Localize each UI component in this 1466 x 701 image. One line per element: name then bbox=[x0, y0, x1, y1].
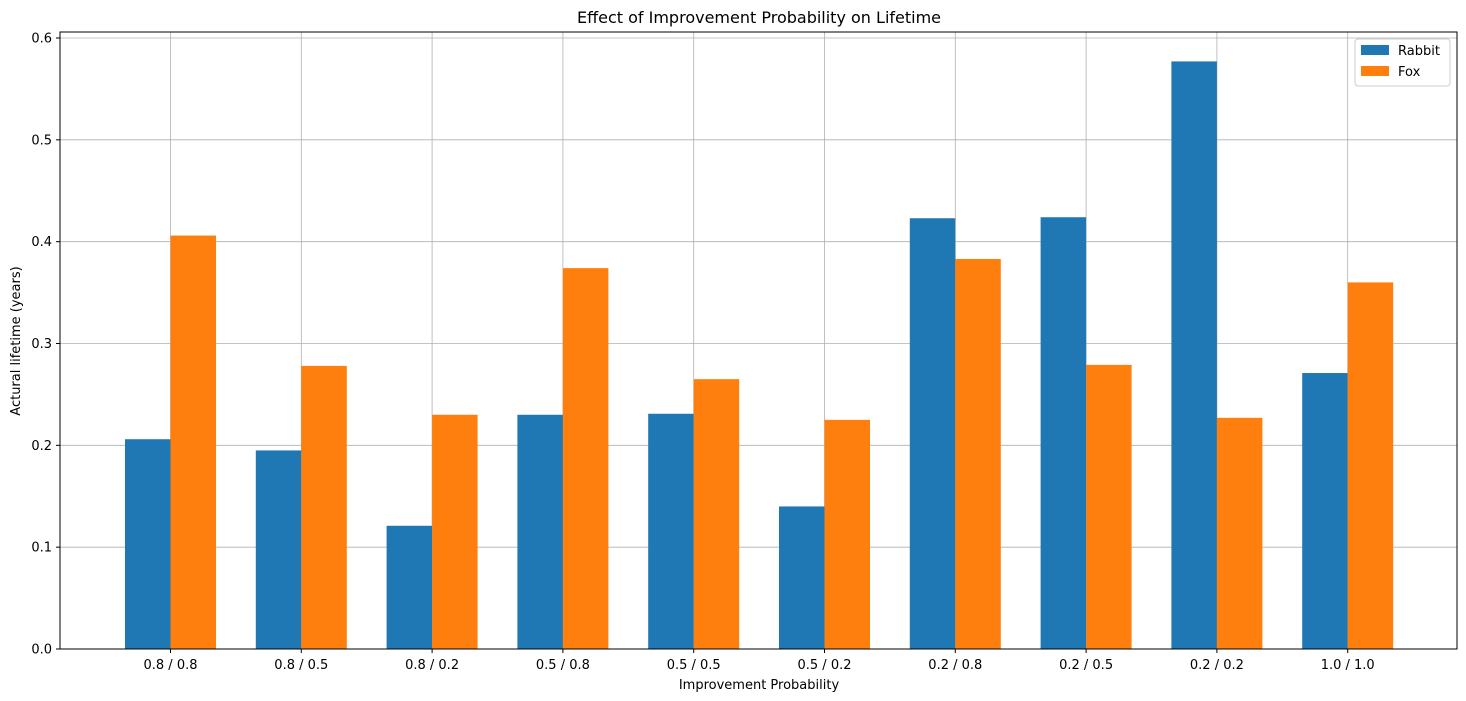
x-tick-label: 0.5 / 0.8 bbox=[536, 658, 590, 673]
bar-fox-2 bbox=[432, 414, 478, 649]
bar-rabbit-9 bbox=[1302, 373, 1348, 649]
bar-rabbit-6 bbox=[909, 218, 956, 649]
bar-fox-3 bbox=[562, 268, 609, 649]
x-tick-label: 0.5 / 0.2 bbox=[798, 658, 852, 673]
x-axis-title: Improvement Probability bbox=[679, 678, 840, 693]
bar-fox-1 bbox=[301, 365, 347, 649]
y-tick-label: 0.5 bbox=[31, 133, 52, 148]
bar-fox-9 bbox=[1347, 282, 1394, 649]
x-tick-label: 0.2 / 0.2 bbox=[1190, 658, 1244, 673]
x-tick-label: 0.2 / 0.5 bbox=[1059, 658, 1113, 673]
legend-label-fox: Fox bbox=[1398, 65, 1421, 80]
x-tick-label: 0.5 / 0.5 bbox=[667, 658, 721, 673]
y-tick-label: 0.6 bbox=[31, 32, 52, 47]
bar-rabbit-8 bbox=[1171, 61, 1217, 649]
x-tick-label: 0.8 / 0.8 bbox=[144, 658, 198, 673]
bar-fox-6 bbox=[955, 258, 1001, 649]
bar-rabbit-5 bbox=[779, 506, 825, 649]
legend-swatch-fox bbox=[1361, 66, 1389, 76]
y-tick-label: 0.3 bbox=[31, 337, 52, 352]
y-tick-label: 0.2 bbox=[31, 439, 52, 454]
x-tick-label: 1.0 / 1.0 bbox=[1321, 658, 1375, 673]
bar-rabbit-2 bbox=[386, 525, 433, 649]
x-axis-ticks: 0.8 / 0.8 0.8 / 0.5 0.8 / 0.2 0.5 / 0.8 0.5 … bbox=[144, 649, 1375, 673]
legend-swatch-rabbit bbox=[1361, 45, 1389, 55]
chart-title: Effect of Improvement Probability on Lif… bbox=[577, 8, 941, 27]
y-axis-ticks: 0.0 0.1 0.2 0.3 0.4 0.5 0.6 bbox=[31, 32, 60, 658]
bar-fox-5 bbox=[824, 419, 870, 649]
bar-fox-8 bbox=[1216, 417, 1263, 649]
bar-rabbit-4 bbox=[648, 413, 694, 649]
y-axis-title: Actural lifetime (years) bbox=[9, 266, 24, 415]
y-tick-label: 0.4 bbox=[31, 235, 52, 250]
x-tick-label: 0.8 / 0.2 bbox=[405, 658, 459, 673]
plot-area-frame bbox=[59, 31, 1458, 650]
bar-fox-7 bbox=[1086, 364, 1132, 649]
x-tick-label: 0.2 / 0.8 bbox=[928, 658, 982, 673]
x-tick-label: 0.8 / 0.5 bbox=[274, 658, 328, 673]
bar-rabbit-1 bbox=[255, 450, 302, 649]
y-tick-label: 0.0 bbox=[31, 643, 52, 658]
bar-rabbit-0 bbox=[125, 439, 171, 649]
bars bbox=[125, 61, 1394, 649]
bar-rabbit-7 bbox=[1040, 217, 1087, 649]
y-tick-label: 0.1 bbox=[31, 541, 52, 556]
bar-fox-4 bbox=[693, 379, 740, 649]
bar-fox-0 bbox=[170, 235, 216, 649]
legend: Rabbit Fox bbox=[1354, 38, 1451, 87]
legend-label-rabbit: Rabbit bbox=[1398, 44, 1440, 59]
bar-rabbit-3 bbox=[517, 414, 563, 649]
